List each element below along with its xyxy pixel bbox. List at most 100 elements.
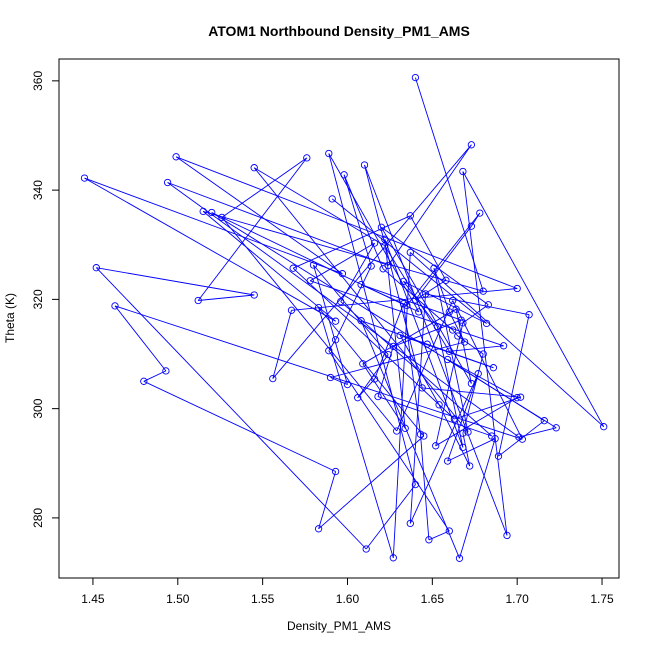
series-line-segment — [272, 144, 472, 379]
data-point — [250, 164, 258, 172]
y-tick-label: 300 — [31, 398, 45, 418]
data-point — [415, 308, 423, 316]
series-line-segment — [318, 307, 394, 558]
series-line-segment — [318, 471, 337, 529]
data-point — [208, 208, 216, 217]
data-point — [403, 301, 411, 310]
y-tick-label: 340 — [31, 180, 45, 200]
data-point — [162, 367, 170, 375]
data-point — [540, 417, 548, 425]
series-lines — [84, 77, 605, 559]
data-point — [111, 302, 119, 310]
data-point — [467, 379, 476, 388]
series-line-segment — [328, 350, 450, 532]
data-point — [287, 306, 296, 314]
series-line-segment — [328, 153, 416, 485]
data-point — [503, 531, 511, 540]
x-tick-label: 1.55 — [251, 592, 275, 606]
data-point — [445, 527, 453, 535]
data-point — [491, 435, 499, 443]
data-point — [425, 536, 433, 544]
series-line-segment — [175, 156, 343, 275]
series-line-segment — [364, 164, 423, 389]
data-point — [513, 284, 521, 293]
series-line-segment — [84, 177, 343, 275]
series-line-segment — [462, 171, 508, 536]
series-line-segment — [406, 212, 481, 306]
series-line-segment — [381, 226, 489, 306]
data-point — [370, 375, 379, 383]
data-point — [516, 393, 525, 401]
data-point — [314, 303, 323, 312]
series-line-segment — [95, 267, 367, 550]
data-point — [600, 423, 608, 431]
series-line-segment — [360, 320, 460, 559]
data-point — [459, 443, 467, 452]
series-line-segment — [291, 288, 518, 311]
series-line-segment — [420, 434, 430, 540]
data-point — [303, 154, 311, 162]
data-point — [399, 300, 408, 308]
data-point — [396, 331, 404, 340]
data-point — [381, 235, 389, 243]
series-line-segment — [343, 174, 372, 267]
data-point — [464, 428, 472, 436]
data-point — [269, 374, 277, 383]
data-point — [367, 262, 375, 270]
series-line-segment — [313, 264, 348, 385]
data-point — [401, 424, 409, 432]
series-line-segment — [365, 484, 416, 550]
data-point — [418, 384, 426, 392]
series-line-segment — [403, 281, 438, 327]
series-line-segment — [415, 279, 447, 301]
data-point — [494, 452, 503, 460]
series-line-segment — [381, 227, 472, 384]
data-point — [499, 342, 508, 350]
data-point — [476, 209, 484, 217]
data-point — [357, 317, 365, 325]
series-line-segment — [462, 304, 489, 324]
series-line-segment — [454, 396, 521, 420]
series-line-segment — [360, 284, 408, 306]
data-point — [445, 347, 453, 355]
data-point — [250, 291, 258, 299]
data-point — [92, 264, 100, 272]
series-line-segment — [340, 301, 492, 437]
x-tick-label: 1.50 — [166, 592, 190, 606]
data-point — [452, 305, 460, 313]
series-line-segment — [202, 211, 336, 322]
data-point — [455, 554, 464, 562]
data-point — [331, 467, 340, 476]
data-point — [479, 350, 487, 358]
data-point — [513, 394, 521, 402]
series-line-segment — [272, 310, 292, 379]
data-point — [379, 265, 387, 273]
data-point — [314, 525, 323, 533]
x-tick-label: 1.45 — [81, 592, 105, 606]
series-line-segment — [462, 353, 484, 434]
y-axis: 280 300 320 340 360 — [31, 71, 60, 528]
series-line-segment — [498, 314, 530, 457]
series-line-segment — [143, 380, 336, 472]
series-line-segment — [447, 359, 518, 399]
series-line-segment — [343, 174, 384, 269]
series-line-segment — [428, 530, 450, 541]
series-line-segment — [459, 438, 496, 559]
series-line-segment — [387, 144, 472, 266]
series-line-segment — [433, 268, 469, 433]
data-point — [337, 297, 345, 306]
data-point — [172, 153, 180, 161]
data-point — [80, 174, 89, 182]
y-tick-label: 280 — [31, 508, 45, 528]
data-point — [384, 261, 392, 270]
data-point — [525, 311, 533, 319]
data-point — [163, 178, 172, 187]
data-point — [423, 340, 431, 348]
data-point — [411, 480, 420, 489]
data-point — [489, 364, 498, 372]
series-line-segment — [143, 370, 167, 382]
series-line-segment — [357, 378, 375, 399]
series-line-segment — [253, 167, 386, 247]
data-point — [389, 554, 397, 562]
data-point — [325, 347, 333, 355]
